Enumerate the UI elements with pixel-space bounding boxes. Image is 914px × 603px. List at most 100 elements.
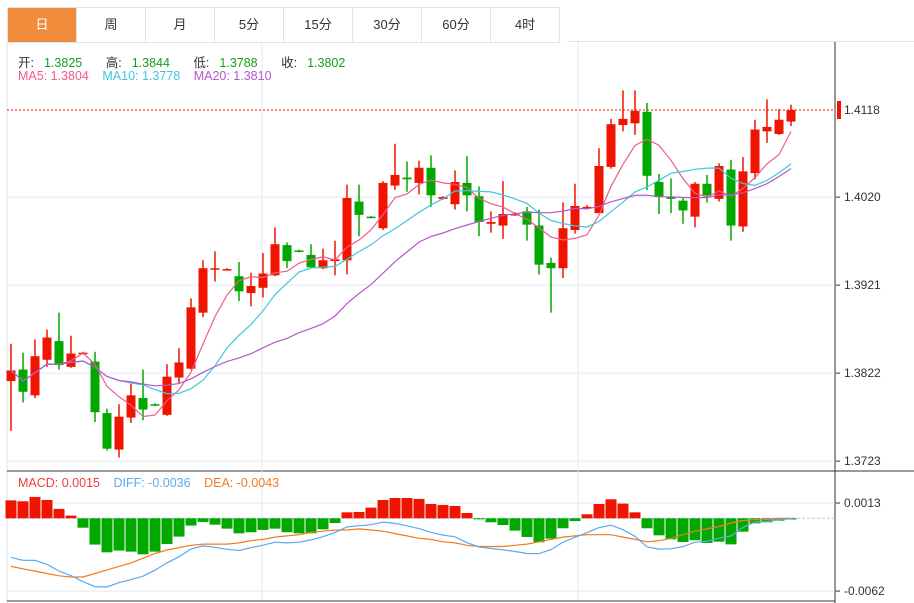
candle: [186, 298, 196, 370]
candle: [426, 155, 436, 207]
candle-body: [42, 337, 52, 360]
macd-bar: [593, 503, 605, 519]
macd-bar: [449, 505, 461, 519]
candle: [366, 215, 376, 219]
macd-bar: [497, 518, 509, 525]
candle-body: [690, 183, 700, 217]
macd-bar: [269, 518, 281, 529]
tab-0[interactable]: 日: [8, 8, 77, 42]
candle: [318, 248, 328, 270]
candle-body: [774, 119, 784, 134]
tab-3[interactable]: 5分: [215, 8, 284, 42]
candle-body: [726, 169, 736, 226]
macd-bar: [89, 518, 101, 545]
tab-5[interactable]: 30分: [353, 8, 422, 42]
tab-7[interactable]: 4时: [491, 8, 560, 42]
candle: [582, 205, 592, 209]
tab-bar-divider: [567, 41, 914, 42]
macd-bar: [473, 518, 485, 520]
macd-bar: [281, 518, 293, 533]
candle: [618, 90, 628, 132]
high-value: 1.3844: [131, 56, 170, 70]
candle-body: [126, 395, 136, 418]
candle-body: [474, 196, 484, 222]
tab-1[interactable]: 周: [77, 8, 146, 42]
candle-body: [186, 307, 196, 369]
candle-body: [750, 129, 760, 174]
candle: [690, 182, 700, 228]
candle-body: [714, 166, 724, 199]
candle-body: [630, 110, 640, 124]
macd-bar: [545, 518, 557, 539]
macd-bar: [761, 518, 773, 523]
candle: [6, 343, 16, 431]
macd-bar: [677, 518, 689, 543]
diff-legend-value: DIFF: -0.0036: [113, 476, 191, 490]
tab-2[interactable]: 月: [146, 8, 215, 42]
macd-bar: [437, 504, 449, 519]
ma20-line: [10, 168, 792, 387]
macd-bar: [365, 507, 377, 519]
candle: [150, 403, 160, 406]
candle-body: [678, 200, 688, 211]
candle: [30, 339, 40, 398]
candle-body: [30, 356, 40, 396]
candle-body: [234, 276, 244, 292]
macd-bar: [509, 518, 521, 531]
macd-bar: [221, 518, 233, 529]
candle-body: [210, 268, 220, 270]
macd-bar: [725, 518, 737, 545]
macd-bar: [17, 501, 29, 519]
candle-body: [606, 124, 616, 167]
candle-body: [162, 376, 172, 415]
ma5-legend: MA5: 1.3804: [18, 69, 89, 83]
macd-bar: [641, 518, 653, 529]
macd-bar: [737, 518, 749, 532]
candle: [330, 240, 340, 276]
tab-6[interactable]: 60分: [422, 8, 491, 42]
close-label: 收:: [281, 56, 298, 70]
tab-4[interactable]: 15分: [284, 8, 353, 42]
current-price-label: 1.4118: [844, 103, 880, 117]
candle: [678, 197, 688, 224]
candle-body: [558, 228, 568, 269]
open-value: 1.3825: [43, 56, 83, 70]
candle: [534, 209, 544, 275]
price-tick-label: 1.3723: [844, 454, 881, 468]
candle-body: [282, 245, 292, 262]
macd-bar: [521, 518, 533, 537]
candle-body: [294, 250, 304, 252]
macd-bar: [245, 518, 257, 533]
candle-body: [390, 174, 400, 186]
macd-bar: [713, 518, 725, 542]
price-tick-label: 1.3921: [844, 278, 881, 292]
candle: [390, 143, 400, 190]
candle: [270, 227, 280, 277]
candle: [174, 348, 184, 383]
candle-body: [138, 398, 148, 410]
macd-bar: [569, 518, 581, 521]
macd-bar: [197, 518, 209, 522]
candle: [702, 174, 712, 203]
macd-tick-label: 0.0013: [844, 496, 881, 510]
macd-bar: [425, 503, 437, 519]
candle-body: [546, 262, 556, 269]
candle: [462, 156, 472, 212]
candle: [738, 157, 748, 232]
candle-body: [414, 167, 424, 183]
candle: [114, 404, 124, 458]
candle: [402, 161, 412, 192]
macd-bar: [485, 518, 497, 523]
low-label: 低:: [193, 56, 210, 70]
macd-bar: [77, 518, 89, 528]
price-tick-label: 1.4020: [844, 190, 881, 204]
macd-bar: [125, 518, 137, 552]
candle: [126, 383, 136, 423]
macd-bar: [185, 518, 197, 526]
ohlc-legend: 开: 1.3825 高: 1.3844 低: 1.3788 收: 1.3802: [18, 52, 365, 71]
macd-bar: [617, 503, 629, 519]
candle: [594, 148, 604, 214]
macd-bar: [353, 511, 365, 519]
candle: [774, 109, 784, 135]
